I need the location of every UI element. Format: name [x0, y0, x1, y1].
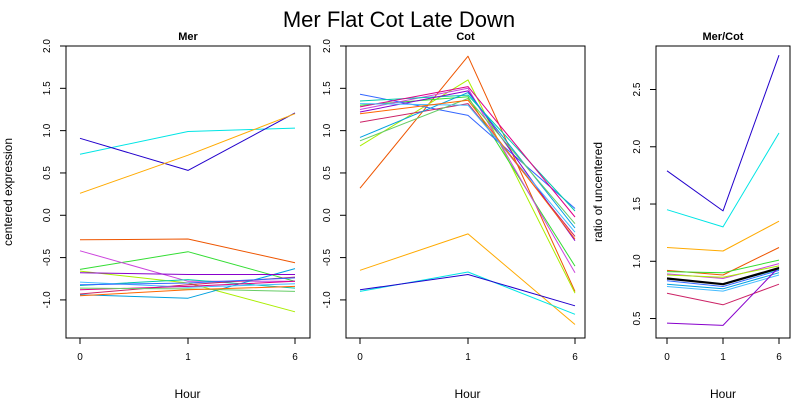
series-line — [79, 250, 295, 282]
y-tick-label: 1.5 — [322, 81, 333, 95]
series-line — [359, 233, 576, 325]
x-tick-label: 6 — [776, 352, 782, 363]
series-line — [666, 247, 780, 276]
plot-frame — [655, 45, 791, 339]
x-tick-label: 6 — [572, 352, 578, 363]
panel-cot: Cot 0 1 6 -1.0 -0.5 0.0 0.5 1.0 1.5 2.0 Hour — [322, 31, 586, 400]
y-tick-label: 0.5 — [322, 166, 333, 180]
series-line — [359, 271, 576, 315]
series-line — [666, 267, 780, 286]
series-line — [79, 287, 296, 292]
y-tick-label: 0.5 — [632, 311, 643, 325]
panel-title: Mer/Cot — [703, 31, 744, 43]
series-line — [79, 251, 296, 282]
panel-title: Cot — [456, 31, 475, 43]
y-tick-label: 1.0 — [322, 123, 333, 137]
x-axis-label: Hour — [710, 387, 736, 400]
series-line — [359, 98, 576, 225]
series-line — [666, 220, 780, 252]
series-line — [666, 263, 780, 279]
series-line — [79, 113, 296, 194]
panels: Mer 0 1 6 -1.0 -0.5 0.0 0.5 1.0 1.5 2.0 Hour centere… — [1, 31, 791, 400]
y-tick-label: 1.5 — [42, 81, 53, 95]
plot-frame — [345, 45, 586, 339]
y-tick-label: -1.0 — [322, 291, 333, 309]
series-line — [79, 277, 296, 286]
series-line — [359, 274, 576, 307]
series-line — [666, 55, 780, 212]
series-line — [666, 132, 780, 228]
x-axis-label: Hour — [174, 387, 200, 400]
series-line — [79, 272, 295, 275]
x-tick-label: 0 — [77, 352, 83, 363]
x-tick-label: 0 — [357, 352, 363, 363]
series-group — [79, 112, 296, 313]
y-tick-label: 1.0 — [632, 254, 643, 268]
panel-title: Mer — [178, 31, 198, 43]
series-line — [359, 94, 576, 212]
y-tick-label: 2.0 — [322, 39, 333, 53]
y-tick-label: -0.5 — [42, 249, 53, 267]
series-line — [79, 127, 296, 155]
series-line — [666, 274, 780, 292]
series-line — [359, 86, 576, 218]
x-tick-label: 0 — [664, 352, 670, 363]
y-tick-label: 2.0 — [632, 139, 643, 153]
x-tick-label: 1 — [720, 352, 726, 363]
y-tick-label: 2.5 — [632, 82, 643, 96]
series-line — [666, 272, 780, 290]
series-line — [359, 92, 576, 229]
series-line — [359, 87, 576, 274]
series-line — [79, 238, 296, 264]
series-line — [79, 285, 296, 297]
series-group — [359, 55, 576, 325]
y-tick-label: 0.5 — [42, 166, 53, 180]
series-line — [666, 269, 780, 287]
series-line — [666, 266, 780, 326]
y-axis-label: centered expression — [1, 138, 15, 246]
x-axis-label: Hour — [454, 387, 480, 400]
series-line — [666, 265, 780, 278]
series-line — [359, 90, 576, 241]
y-tick-label: -0.5 — [322, 249, 333, 267]
y-tick-label: -1.0 — [42, 291, 53, 309]
series-line — [359, 55, 576, 292]
figure-title: Mer Flat Cot Late Down — [283, 7, 515, 32]
series-line — [79, 268, 296, 299]
series-line — [359, 99, 576, 240]
series-line — [79, 112, 296, 171]
y-tick-label: 0.0 — [322, 208, 333, 222]
series-line — [666, 283, 780, 306]
series-line — [359, 93, 576, 209]
series-line — [359, 79, 576, 294]
series-line — [666, 259, 780, 274]
x-tick-label: 1 — [465, 352, 471, 363]
y-tick-label: 1.0 — [42, 123, 53, 137]
series-line — [359, 96, 576, 267]
y-tick-label: 1.5 — [632, 197, 643, 211]
series-line — [359, 103, 576, 233]
y-axis-label: ratio of uncentered — [591, 142, 605, 242]
series-group — [666, 55, 780, 326]
panel-mer-cot: Mer/Cot 0 1 6 0.5 1.0 1.5 2.0 2.5 Hour ratio of un… — [591, 31, 791, 400]
x-tick-label: 6 — [292, 352, 298, 363]
panel-mer: Mer 0 1 6 -1.0 -0.5 0.0 0.5 1.0 1.5 2.0 Hour centere… — [1, 31, 311, 400]
y-tick-label: 2.0 — [42, 39, 53, 53]
y-tick-label: 0.0 — [42, 208, 53, 222]
x-tick-label: 1 — [185, 352, 191, 363]
